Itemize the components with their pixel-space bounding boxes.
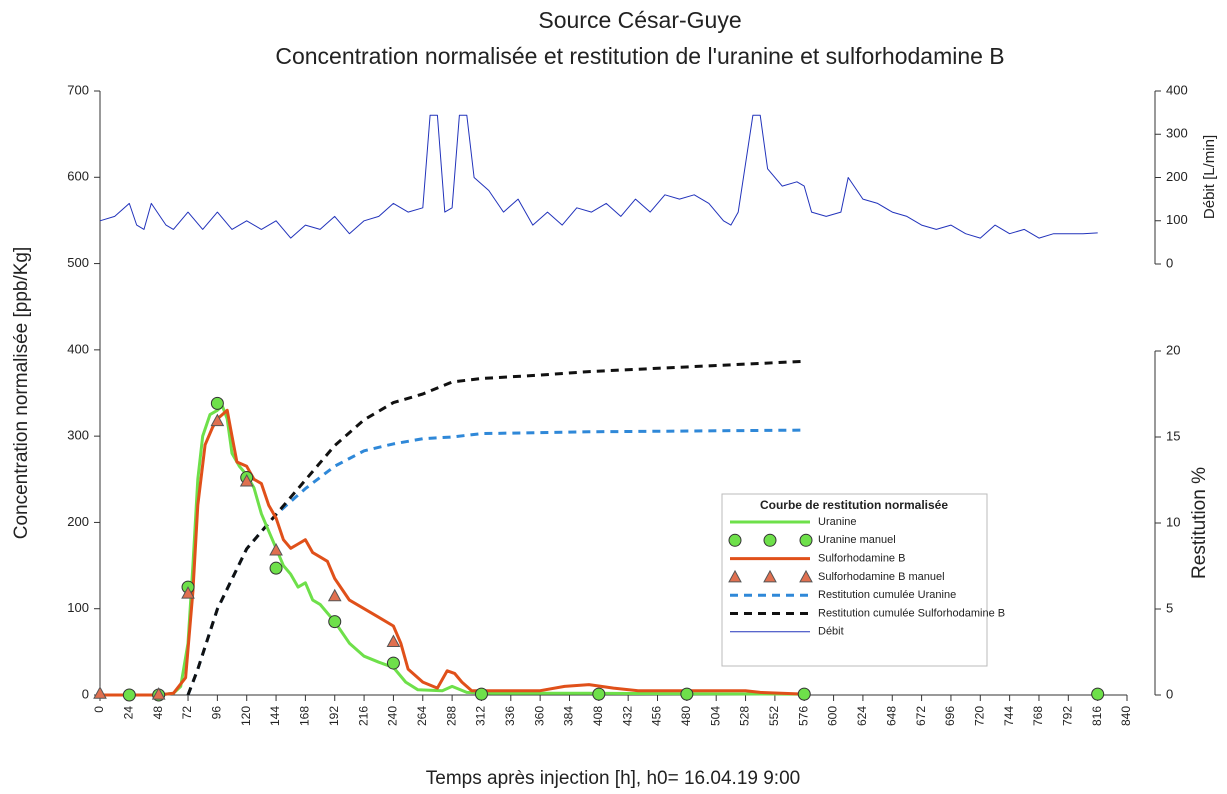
marker	[181, 586, 195, 599]
x-tick-label: 432	[620, 706, 634, 726]
x-tick-label: 456	[650, 706, 664, 726]
x-tick-label: 120	[239, 706, 253, 726]
y-tick-label: 400	[67, 341, 89, 356]
legend-label: Débit	[818, 626, 844, 638]
x-tick-label: 0	[92, 706, 106, 713]
x-tick-label: 480	[679, 706, 693, 726]
chart-title: Source César-Guye	[538, 7, 741, 33]
x-tick-label: 384	[562, 706, 576, 726]
marker	[680, 687, 694, 701]
x-tick-label: 96	[210, 706, 224, 720]
y3-tick-label: 0	[1166, 255, 1173, 270]
y2-tick-label: 5	[1166, 600, 1173, 615]
x-tick-label: 24	[122, 706, 136, 720]
y-tick-label: 600	[67, 169, 89, 184]
x-tick-label: 336	[503, 706, 517, 726]
x-tick-label: 192	[327, 706, 341, 726]
marker	[763, 533, 777, 547]
x-tick-label: 408	[591, 706, 605, 726]
x-tick-label: 552	[767, 706, 781, 726]
x-tick-label: 696	[943, 706, 957, 726]
marker	[799, 533, 813, 547]
legend-label: Restitution cumulée Uranine	[818, 589, 956, 601]
y-axis-label: Concentration normalisée [ppb/Kg]	[11, 247, 32, 540]
y3-axis-label: Débit [L/min]	[1201, 135, 1218, 219]
series-line	[99, 114, 1098, 239]
x-tick-label: 240	[386, 706, 400, 726]
y3-tick-label: 100	[1166, 212, 1188, 227]
series-line	[100, 408, 805, 697]
x-tick-label: 168	[298, 706, 312, 726]
marker	[328, 615, 342, 629]
chart-subtitle: Concentration normalisée et restitution …	[275, 43, 1004, 69]
x-tick-label: 624	[855, 706, 869, 726]
y3-tick-label: 200	[1166, 169, 1188, 184]
y2-tick-label: 15	[1166, 428, 1180, 443]
x-tick-label: 264	[415, 706, 429, 726]
marker	[93, 686, 107, 699]
series-line	[100, 404, 805, 697]
marker	[269, 561, 283, 575]
x-tick-label: 816	[1090, 706, 1104, 726]
x-tick-label: 600	[826, 706, 840, 726]
x-tick-label: 72	[180, 706, 194, 720]
marker	[327, 588, 342, 602]
x-axis-label: Temps après injection [h], h0= 16.04.19 …	[426, 768, 800, 789]
x-tick-label: 528	[738, 706, 752, 726]
x-tick-label: 48	[151, 706, 165, 720]
x-tick-label: 648	[884, 706, 898, 726]
marker	[386, 634, 401, 648]
legend-title: Courbe de restitution normalisée	[760, 498, 948, 512]
y2-tick-label: 20	[1166, 342, 1180, 357]
x-tick-label: 216	[356, 706, 370, 726]
marker	[797, 687, 811, 701]
x-tick-label: 312	[474, 706, 488, 726]
y3-tick-label: 400	[1166, 82, 1188, 97]
x-tick-label: 144	[268, 706, 282, 726]
marker	[799, 569, 813, 583]
legend-label: Uranine	[818, 516, 857, 528]
y2-tick-label: 0	[1166, 686, 1173, 701]
x-tick-label: 288	[444, 706, 458, 726]
y-tick-label: 300	[67, 428, 89, 443]
legend-label: Restitution cumulée Sulforhodamine B	[818, 607, 1005, 619]
marker	[592, 687, 606, 701]
marker	[386, 656, 400, 670]
x-tick-label: 672	[914, 706, 928, 726]
marker	[210, 413, 225, 427]
y3-tick-label: 300	[1166, 126, 1188, 141]
y2-axis-label: Restitution %	[1189, 467, 1210, 579]
marker	[151, 687, 166, 700]
marker	[728, 533, 742, 547]
x-tick-label: 360	[532, 706, 546, 726]
x-tick-label: 792	[1060, 706, 1074, 726]
marker	[122, 688, 136, 702]
marker	[210, 396, 224, 410]
marker	[239, 473, 254, 487]
y-tick-label: 200	[67, 514, 89, 529]
marker	[269, 542, 283, 556]
legend-label: Sulforhodamine B	[818, 553, 905, 565]
y2-tick-label: 10	[1166, 514, 1180, 529]
y-tick-label: 0	[82, 686, 89, 701]
y-tick-label: 700	[67, 82, 89, 97]
x-tick-label: 840	[1119, 706, 1133, 726]
x-tick-label: 504	[708, 706, 722, 726]
marker	[728, 569, 742, 583]
legend-label: Sulforhodamine B manuel	[818, 571, 945, 583]
x-tick-label: 744	[1002, 706, 1016, 726]
marker	[1091, 687, 1105, 701]
legend-label: Uranine manuel	[818, 534, 896, 546]
y-tick-label: 500	[67, 255, 89, 270]
series-line	[186, 428, 805, 696]
y-tick-label: 100	[67, 600, 89, 615]
series-line	[186, 359, 805, 696]
x-tick-label: 768	[1031, 706, 1045, 726]
x-tick-label: 576	[796, 706, 810, 726]
marker	[763, 569, 777, 583]
marker	[474, 687, 488, 701]
x-tick-label: 720	[972, 706, 986, 726]
